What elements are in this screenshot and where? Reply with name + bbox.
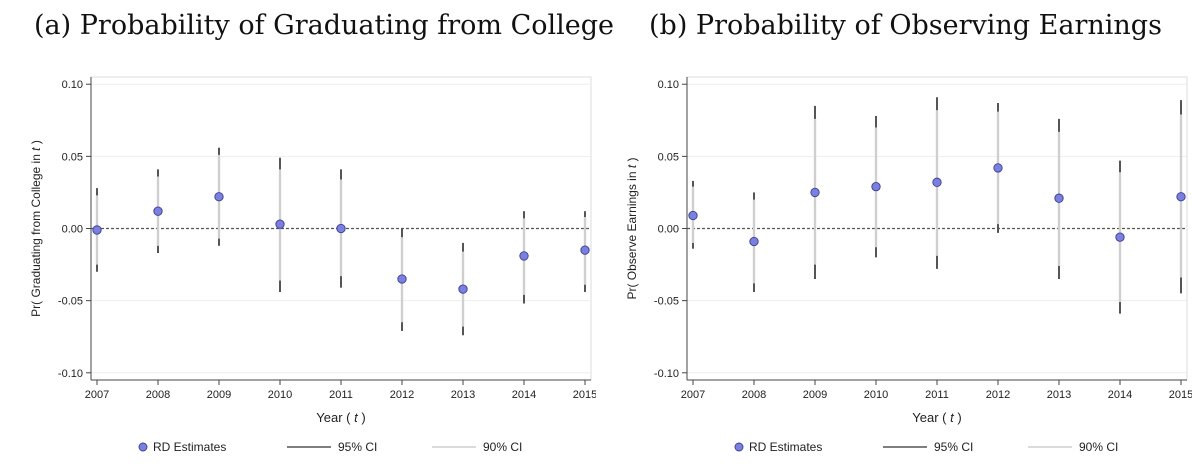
x-axis-label: Year ( t ) [316,410,365,425]
rd-estimate-point [1054,193,1064,203]
x-axis-label-var: t [354,410,359,425]
x-tick-label: 2015 [1169,389,1192,401]
x-tick-label: 2015 [573,389,596,401]
y-tick-label: -0.10 [654,368,679,380]
y-axis-label-prefix: Pr( Graduating from College in [29,151,43,317]
x-tick-label: 2009 [207,389,231,401]
x-tick-label: 2010 [864,389,888,401]
y-axis-label-suffix: ) [29,140,43,147]
y-axis-label-var: t [29,147,43,151]
legend-label-ci95: 95% CI [934,440,973,454]
x-axis-label-prefix: Year ( [912,410,950,425]
rd-estimate-point [214,192,224,202]
y-tick-label: 0.00 [658,224,679,236]
y-tick-label: -0.05 [58,296,83,308]
rd-estimate-point [932,177,942,187]
legend-marker-estimate [138,442,148,452]
x-tick-label: 2012 [986,389,1010,401]
x-tick-label: 2009 [803,389,827,401]
rd-estimate-point [688,210,698,221]
y-tick-label: 0.10 [62,79,83,91]
x-tick-label: 2007 [85,389,109,401]
y-axis-label-suffix: ) [625,157,639,164]
y-axis-label-prefix: Pr( Observe Earnings in [625,168,639,299]
legend-label-ci95: 95% CI [338,440,377,454]
rd-estimate-point [580,245,590,255]
x-axis-label: Year ( t ) [912,410,961,425]
y-tick-label: 0.05 [62,151,83,163]
rd-estimate-point [275,219,285,229]
legend-label-estimates: RD Estimates [153,440,226,454]
y-tick-label: -0.10 [58,368,83,380]
x-tick-label: 2007 [681,389,705,401]
rd-estimate-point [1115,232,1125,242]
x-tick-label: 2014 [512,389,536,401]
legend-marker-estimate [734,442,744,452]
x-axis-label-suffix: ) [954,410,962,425]
rd-estimate-point [336,223,346,234]
x-tick-label: 2014 [1108,389,1132,401]
legend-label-estimates: RD Estimates [749,440,822,454]
legend-label-ci90: 90% CI [483,440,522,454]
rd-estimate-point [749,236,759,247]
x-tick-label: 2008 [146,389,170,401]
y-tick-label: -0.05 [654,296,679,308]
rd-estimate-point [397,274,407,284]
rd-estimate-point [92,225,102,235]
x-axis-label-suffix: ) [358,410,366,425]
x-axis-label-prefix: Year ( [316,410,354,425]
legend-label-ci90: 90% CI [1079,440,1118,454]
x-tick-label: 2011 [925,389,949,401]
y-tick-label: 0.00 [62,224,83,236]
x-tick-label: 2011 [329,389,353,401]
y-tick-label: 0.05 [658,151,679,163]
y-tick-label: 0.10 [658,79,679,91]
x-tick-label: 2008 [742,389,766,401]
rd-estimate-point [1176,192,1186,202]
x-tick-label: 2010 [268,389,292,401]
y-axis-label: Pr( Graduating from College in t ) [29,140,43,317]
panel-b-title: (b) Probability of Observing Earnings [649,10,1162,41]
y-axis-label-var: t [625,164,639,168]
x-tick-label: 2013 [451,389,475,401]
x-tick-label: 2012 [390,389,414,401]
panel-a-title: (a) Probability of Graduating from Colle… [34,10,615,41]
rd-estimate-point [871,182,881,192]
rd-estimate-point [519,251,529,261]
rd-estimate-point [810,187,820,198]
rd-estimate-point [458,284,468,294]
y-axis-label: Pr( Observe Earnings in t ) [625,157,639,299]
rd-estimate-point [153,206,163,216]
rd-estimate-point [993,163,1003,173]
x-tick-label: 2013 [1047,389,1071,401]
x-axis-label-var: t [950,410,955,425]
